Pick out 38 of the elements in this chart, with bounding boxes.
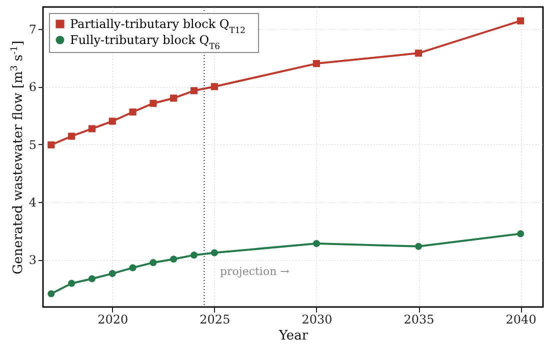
point bbox=[210, 249, 218, 256]
point bbox=[88, 125, 96, 132]
y-tick-label: 3 bbox=[28, 253, 36, 268]
x-axis-title: Year bbox=[278, 328, 309, 344]
point bbox=[48, 290, 55, 298]
point bbox=[190, 252, 198, 259]
point bbox=[517, 17, 524, 24]
y-tick-label: 6 bbox=[28, 80, 36, 94]
point bbox=[150, 259, 157, 266]
y-tick-label: 7 bbox=[28, 22, 36, 36]
point bbox=[48, 141, 55, 148]
point bbox=[210, 83, 218, 90]
point bbox=[312, 240, 320, 248]
y-tick-label: 5 bbox=[28, 138, 36, 152]
x-tick-label: 2040 bbox=[506, 312, 536, 326]
point bbox=[312, 60, 320, 68]
point bbox=[88, 275, 96, 282]
point bbox=[68, 132, 76, 140]
point bbox=[414, 50, 422, 57]
point bbox=[150, 100, 157, 107]
point bbox=[108, 118, 116, 125]
point bbox=[414, 242, 422, 250]
point bbox=[190, 87, 198, 94]
legend-label: Fully-tributary block Q$_{T6}$ bbox=[70, 33, 220, 51]
point bbox=[517, 230, 524, 238]
x-tick-label: 2030 bbox=[302, 312, 332, 326]
point bbox=[170, 256, 178, 263]
x-tick-label: 2035 bbox=[404, 312, 434, 326]
y-tick-label: 4 bbox=[28, 196, 37, 210]
x-tick-label: 2025 bbox=[200, 312, 230, 326]
legend-label: Partially-tributary block Q$_{T12}$ bbox=[70, 17, 246, 35]
point bbox=[129, 264, 136, 272]
annotation: projection → bbox=[220, 265, 290, 278]
point bbox=[108, 270, 116, 278]
x-tick-label: 2020 bbox=[98, 312, 128, 326]
point bbox=[129, 108, 136, 116]
point bbox=[170, 94, 178, 102]
point bbox=[68, 280, 76, 287]
